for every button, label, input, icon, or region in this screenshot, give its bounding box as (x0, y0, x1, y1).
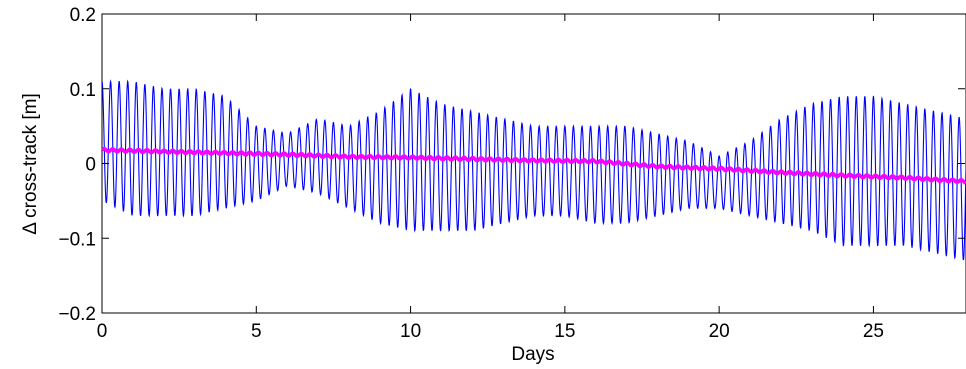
y-tick-label: 0 (85, 155, 96, 176)
series-line-1 (102, 79, 966, 261)
y-axis-label: Δ cross-track [m] (20, 93, 41, 234)
x-axis-label: Days (511, 344, 554, 365)
plot-frame (101, 13, 966, 314)
axis-ticks: 0 5 10 15 20 25 −0.2 −0.1 0 0.1 0.2 (58, 5, 965, 342)
y-tick-label: −0.1 (58, 229, 96, 250)
plot-area (101, 13, 966, 314)
y-tick-label: 0.1 (70, 80, 96, 101)
x-tick-label: 0 (97, 321, 108, 342)
x-tick-label: 5 (251, 321, 262, 342)
x-tick-label: 20 (709, 321, 730, 342)
x-tick-label: 15 (554, 321, 575, 342)
x-tick-label: 25 (863, 321, 884, 342)
y-tick-label: −0.2 (58, 304, 96, 325)
y-tick-label: 0.2 (70, 5, 96, 26)
series-line-2 (102, 147, 966, 185)
x-tick-label: 10 (400, 321, 421, 342)
